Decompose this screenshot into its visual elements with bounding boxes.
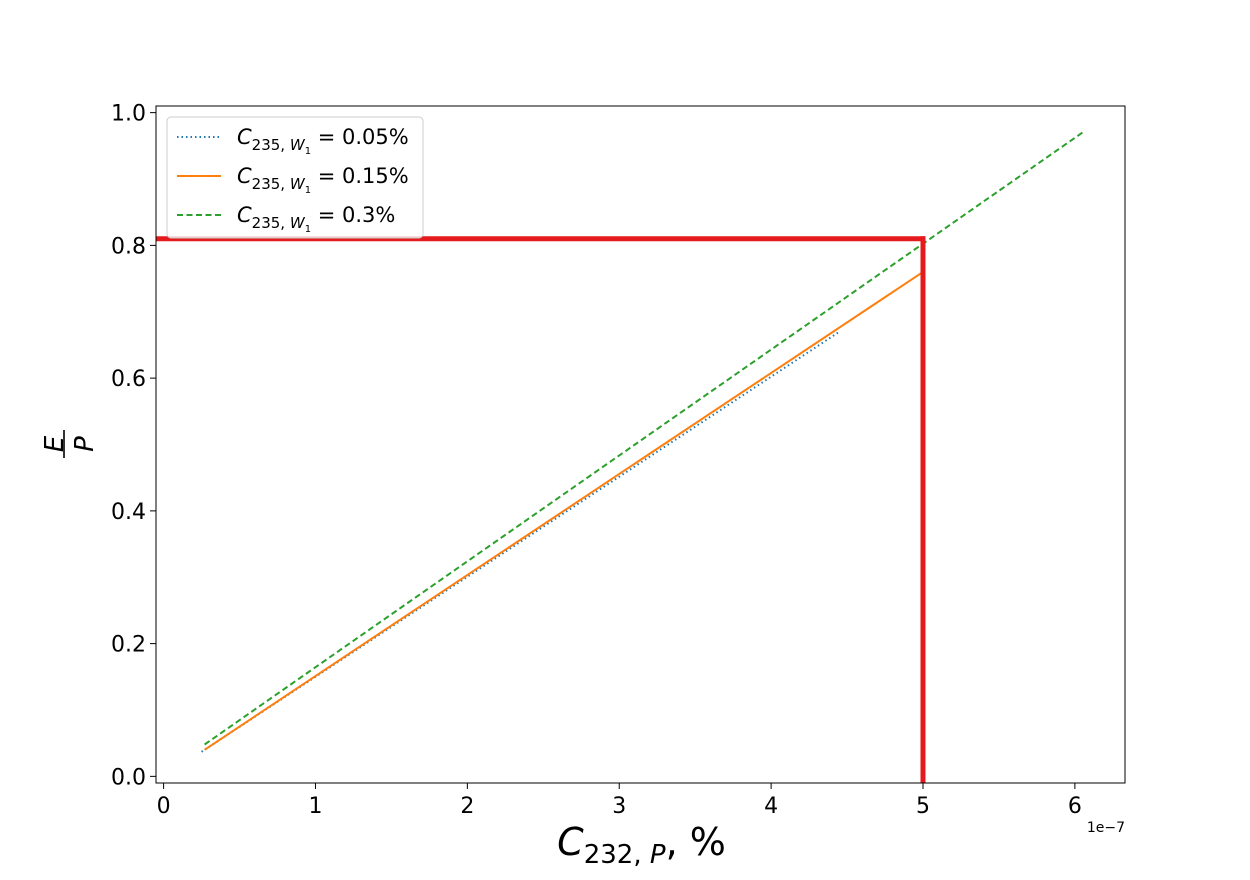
series-line-1 [204,271,924,751]
x-tick-label: 2 [460,794,474,819]
x-tick-label: 6 [1068,794,1082,819]
y-axis-ticks: 0.0 0.2 0.4 0.6 0.8 1.0 [111,102,156,790]
x-axis-label-sub: 232, [584,840,650,870]
legend-label-1: C235, W1 = 0.15% [237,164,409,196]
y-axis-label-numerator: E [40,435,70,452]
series-layer [201,131,1084,753]
series-line-2 [204,131,1084,746]
x-axis-label-sub-italic: P [650,840,666,870]
y-tick-label: 0.8 [111,234,146,259]
y-tick-label: 0.4 [111,500,146,525]
x-tick-label: 3 [612,794,626,819]
legend: C235, W1 = 0.05% C235, W1 = 0.15% C235, W1… [166,116,424,239]
legend-label-2: C235, W1 = 0.3% [237,203,395,235]
y-tick-label: 0.0 [111,765,146,790]
legend-label-0: C235, W1 = 0.05% [237,125,409,157]
x-tick-label: 5 [916,794,930,819]
x-axis-label: C232, P, % [557,820,726,870]
x-tick-label: 0 [157,794,171,819]
x-axis-label-main: C [557,820,584,864]
legend-box [166,116,424,239]
y-tick-label: 0.2 [111,633,146,658]
annotation-layer [156,236,926,783]
y-axis-label-denominator: P [70,436,100,452]
x-tick-label: 4 [764,794,778,819]
y-tick-label: 1.0 [111,102,146,127]
y-axis-label: E P [40,430,100,458]
axes-frame [155,105,1126,784]
x-offset-label: 1e−7 [1087,820,1125,836]
x-tick-label: 1 [308,794,322,819]
x-axis-label-suffix: , % [666,820,726,864]
x-axis-ticks: 0 1 2 3 4 5 6 [157,783,1082,819]
y-tick-label: 0.6 [111,367,146,392]
